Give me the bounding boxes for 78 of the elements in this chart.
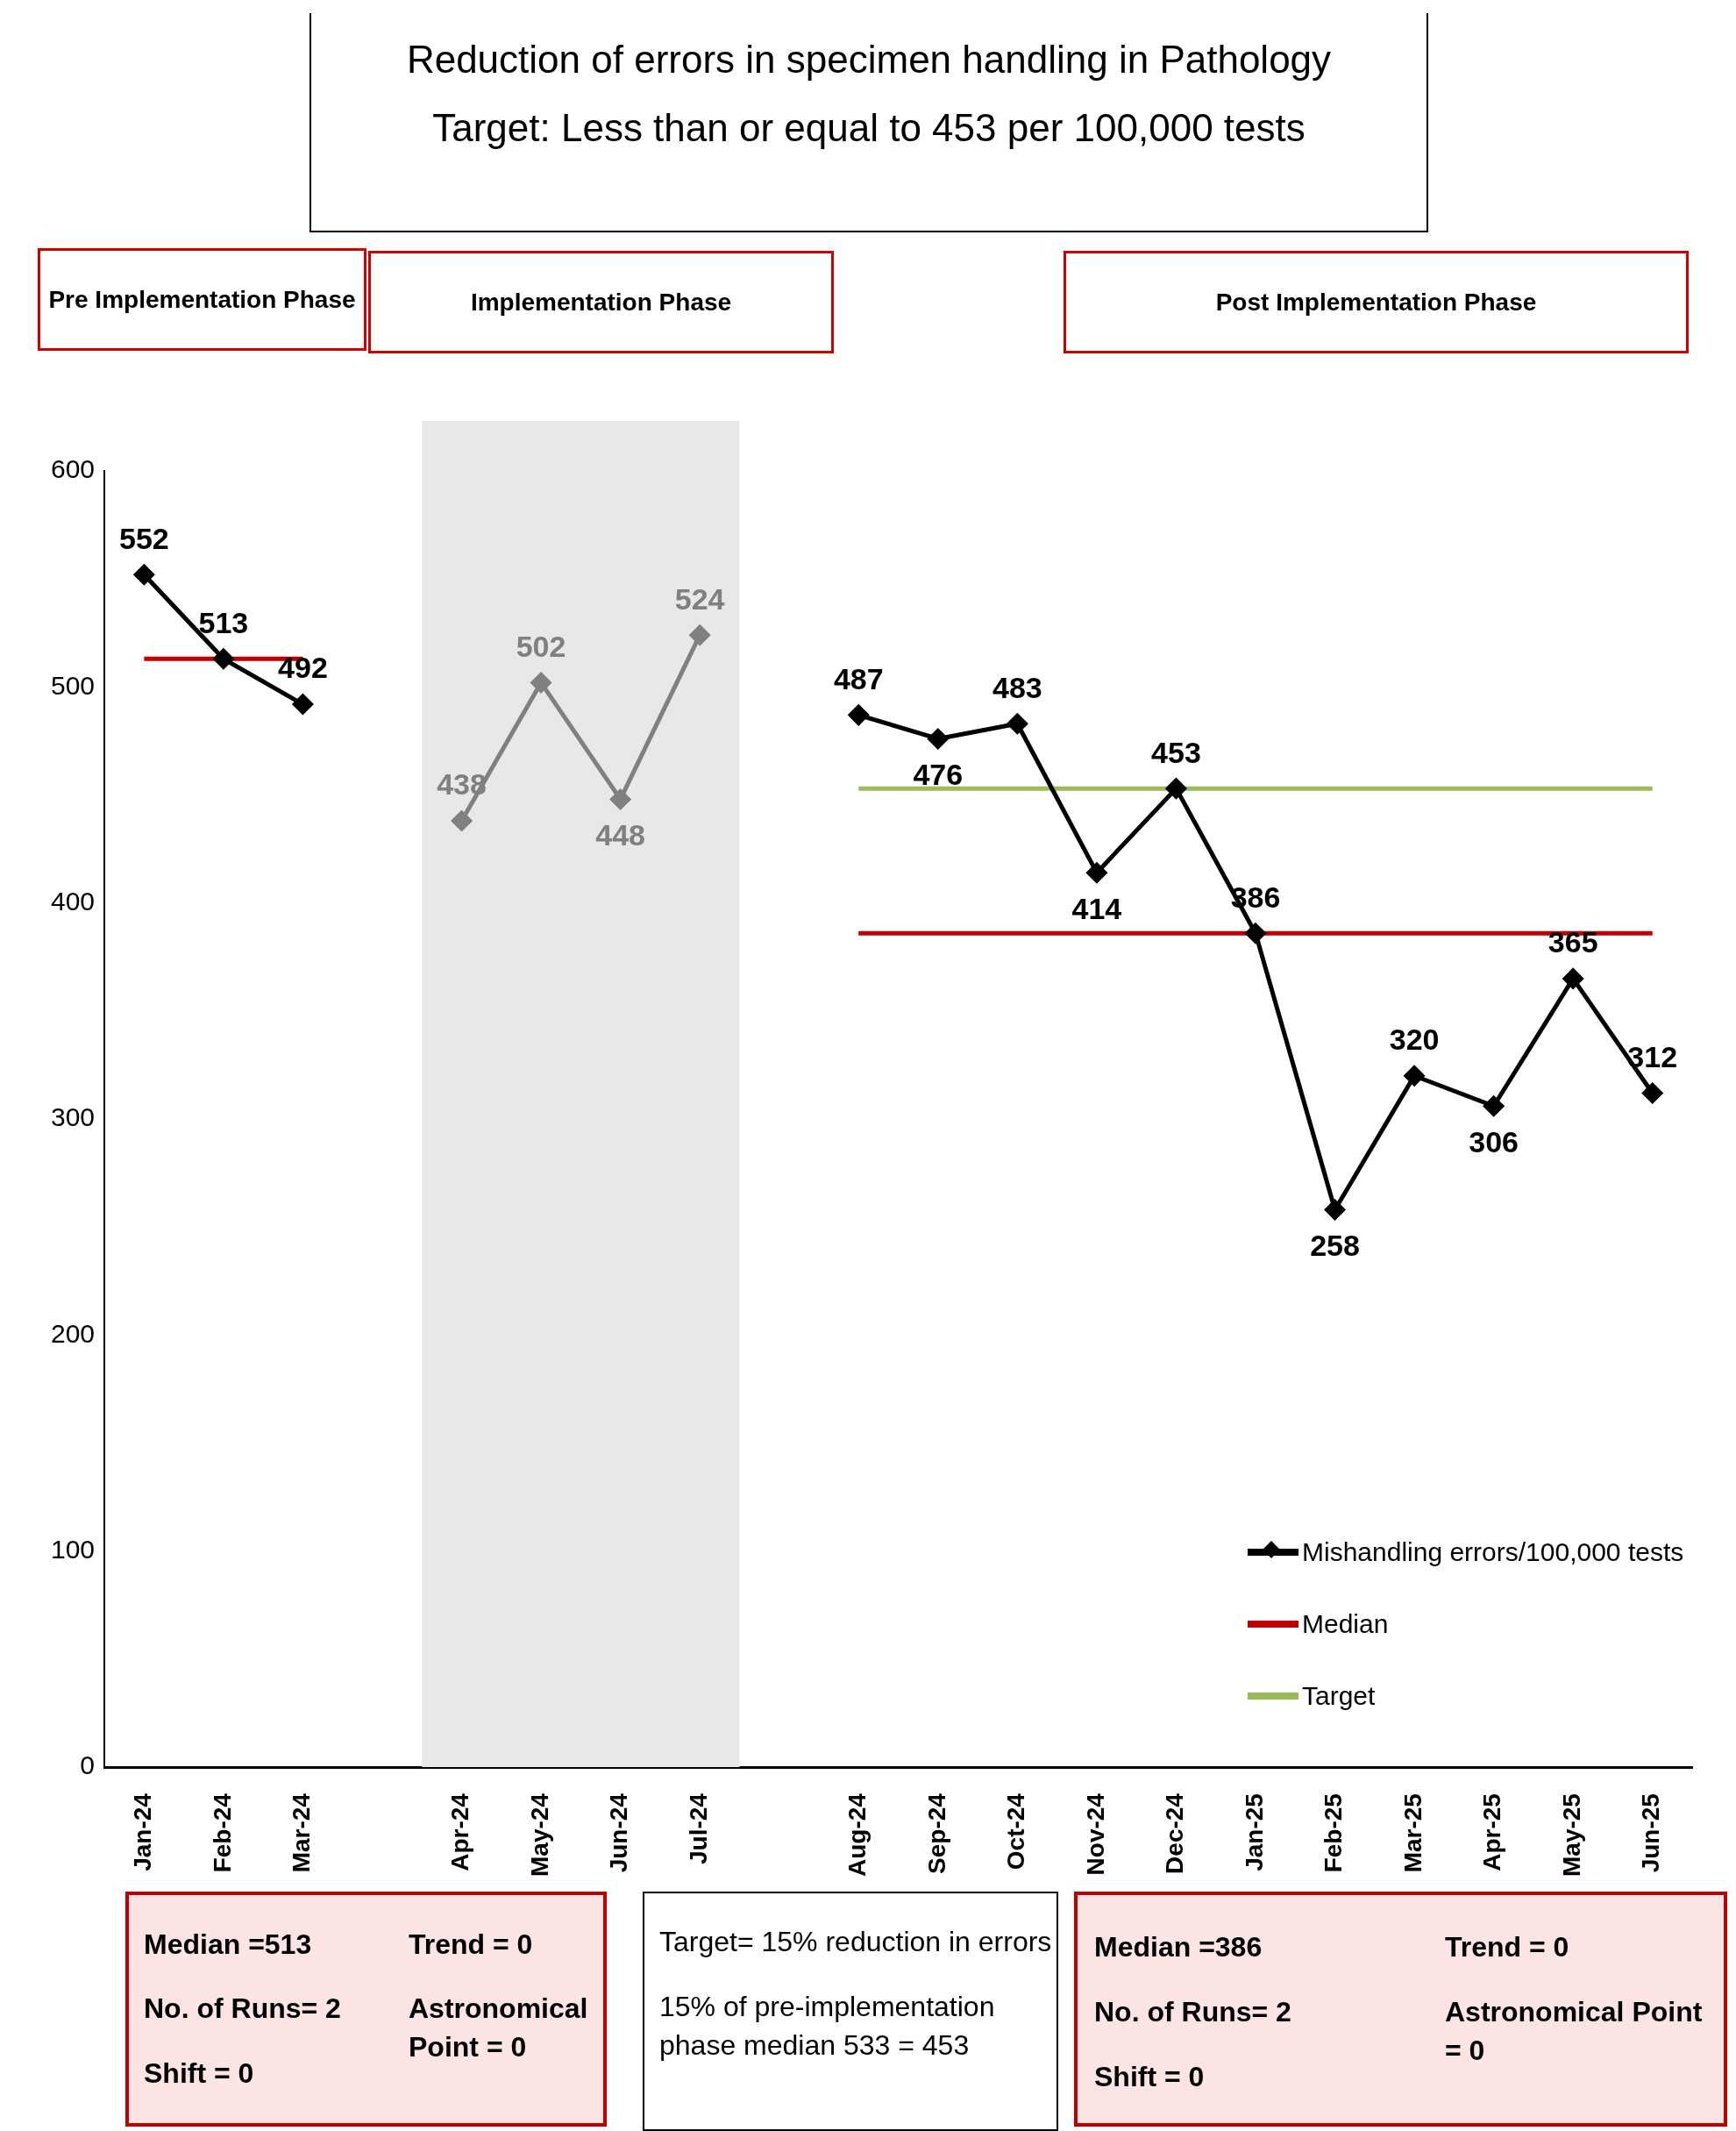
legend-label: Median [1302, 1609, 1389, 1640]
y-tick-label: 200 [50, 1318, 96, 1348]
data-label: 365 [1547, 925, 1598, 959]
data-label: 320 [1389, 1023, 1440, 1057]
text: Median =386 [1094, 1930, 1263, 1964]
data-label: 258 [1310, 1228, 1360, 1262]
text: Trend = 0 [409, 1928, 534, 1962]
data-label: 502 [516, 629, 566, 663]
point [928, 728, 949, 749]
x-tick-label: Jun-24 [605, 1792, 633, 1873]
x-tick-label: Jul-24 [684, 1792, 712, 1864]
chart-title: Reduction of errors in specimen handling in Pathology [405, 38, 1333, 82]
text: 15% of pre-implementation phase median 533 = 453 [659, 1990, 996, 2063]
y-tick-label: 0 [80, 1750, 96, 1780]
text: Implementation Phase [368, 251, 834, 353]
x-tick-label: May-25 [1557, 1793, 1585, 1877]
x-tick-label: Mar-24 [288, 1792, 316, 1873]
text: No. of Runs= 2 [144, 1992, 342, 2026]
x-tick-label: Jan-24 [129, 1792, 157, 1871]
y-tick-label: 600 [50, 454, 96, 484]
chart-subtitle: Target: Less than or equal to 453 per 100,000 tests [431, 106, 1306, 150]
legend-label: Mishandling errors/100,000 tests [1302, 1537, 1684, 1568]
point [1404, 1066, 1425, 1087]
text: Post Implementation Phase [1064, 251, 1689, 353]
data-label: 524 [674, 581, 725, 616]
x-tick-label: Dec-24 [1161, 1792, 1189, 1874]
point [848, 704, 869, 725]
point [213, 648, 234, 669]
point [133, 564, 154, 585]
point [1325, 1200, 1346, 1220]
text: Pre Implementation Phase [38, 248, 366, 351]
point [610, 788, 631, 809]
x-tick-label: May-24 [525, 1792, 553, 1877]
text: Shift = 0 [1094, 2060, 1206, 2094]
point [1642, 1082, 1663, 1103]
y-tick-label: 100 [50, 1534, 96, 1564]
point [1165, 778, 1186, 799]
data-label: 492 [278, 651, 328, 685]
data-label: 513 [198, 605, 249, 639]
point [689, 624, 710, 645]
text: No. of Runs= 2 [1094, 1995, 1292, 2029]
y-tick-label: 300 [50, 1102, 96, 1132]
data-label: 483 [992, 670, 1042, 704]
x-tick-label: Sep-24 [922, 1792, 950, 1874]
point [292, 694, 313, 715]
x-tick-label: Jun-25 [1637, 1793, 1665, 1873]
x-tick-label: Nov-24 [1081, 1792, 1109, 1876]
data-label: 448 [595, 817, 645, 852]
x-tick-label: Oct-24 [1002, 1792, 1030, 1871]
data-label: 552 [118, 521, 169, 555]
x-tick-label: Apr-24 [446, 1792, 474, 1871]
legend-label: Target [1302, 1681, 1376, 1712]
point [1483, 1095, 1505, 1116]
point [1245, 923, 1266, 944]
x-tick-label: Mar-25 [1398, 1793, 1427, 1873]
data-label: 453 [1151, 735, 1201, 769]
x-tick-label: Jan-25 [1240, 1793, 1268, 1871]
x-tick-label: Feb-25 [1320, 1793, 1348, 1873]
x-tick-label: Apr-25 [1478, 1793, 1506, 1871]
text: Target= 15% reduction in errors [659, 1925, 1053, 1959]
data-label: 487 [833, 661, 884, 695]
point [1086, 862, 1107, 883]
y-tick-label: 500 [50, 670, 96, 700]
text: Median =513 [144, 1928, 313, 1962]
text: Astronomical Point = 0 [409, 1992, 589, 2064]
data-label: 306 [1469, 1124, 1519, 1158]
text: Trend = 0 [1445, 1930, 1570, 1964]
data-label: 414 [1071, 891, 1122, 925]
text: Astronomical Point = 0 [1445, 1995, 1704, 2068]
point [1007, 713, 1028, 734]
point [1562, 968, 1583, 989]
text: Shift = 0 [144, 2056, 255, 2091]
point [452, 810, 473, 831]
x-tick-label: Aug-24 [843, 1792, 871, 1877]
point [530, 672, 551, 693]
y-tick-label: 400 [50, 886, 96, 916]
data-label: 476 [913, 757, 964, 791]
x-tick-label: Feb-24 [208, 1792, 236, 1873]
